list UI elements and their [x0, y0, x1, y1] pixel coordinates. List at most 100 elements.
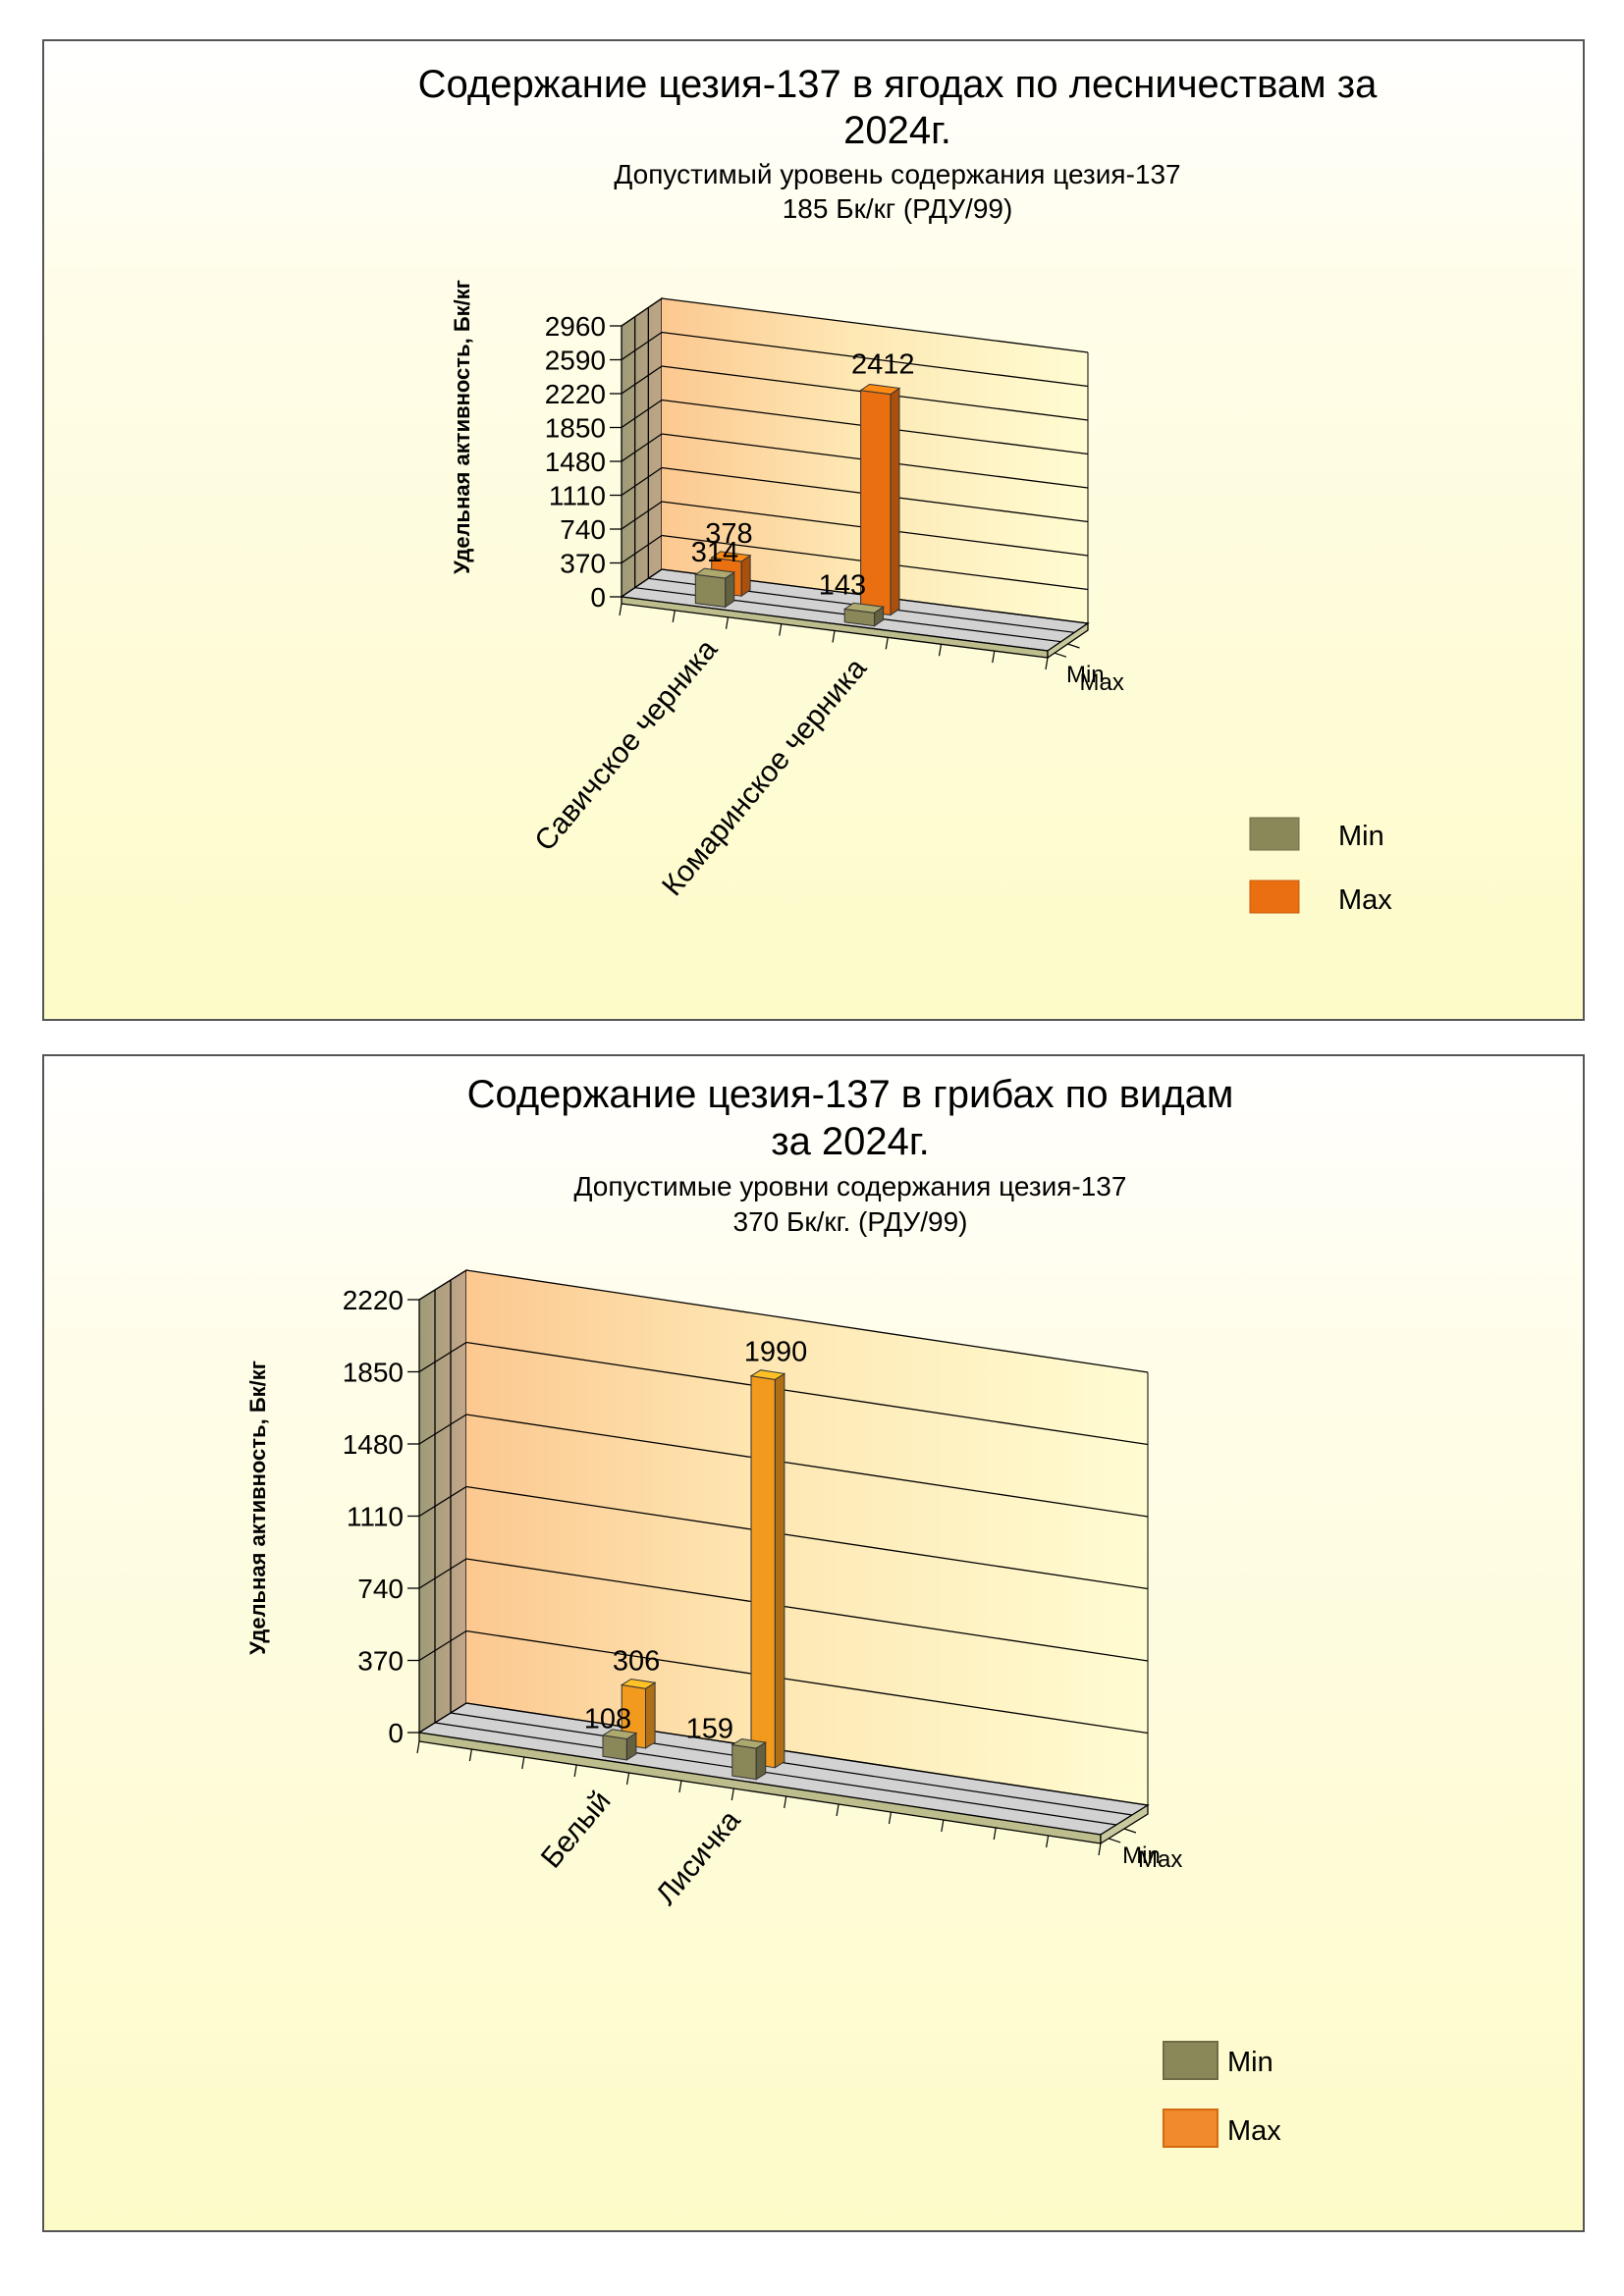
chart-panel-mushrooms: Содержание цезия-137 в грибах по видам з…	[42, 1054, 1585, 2232]
bar-min-1	[693, 567, 736, 609]
y-tick-label: 1480	[545, 447, 606, 477]
floor-row-line	[450, 1712, 1133, 1816]
y-tick-label: 370	[560, 549, 606, 579]
x-tick-mark	[573, 1764, 577, 1778]
x-tick-mark	[1045, 657, 1049, 670]
x-tick-mark	[468, 1748, 472, 1762]
data-label-max-2: 1990	[744, 1337, 808, 1368]
x-tick-mark	[993, 1827, 997, 1841]
bar-side	[645, 1682, 656, 1749]
legend-swatch-min	[1163, 2041, 1218, 2080]
x-tick-mark	[731, 1788, 734, 1801]
chart-title-line-1: Содержание цезия-137 в грибах по видам	[467, 1073, 1234, 1116]
y-tick-label: 0	[388, 1718, 404, 1748]
x-tick-mark	[1046, 1835, 1050, 1848]
data-label-max-2: 2412	[851, 349, 915, 381]
legend: Min Max	[1163, 2041, 1281, 2148]
bar-side	[890, 387, 900, 616]
bar-front	[750, 1375, 776, 1769]
x-tick-mark	[678, 1780, 682, 1793]
x-tick-mark	[938, 644, 943, 657]
bar-top	[693, 567, 736, 579]
mushrooms-chart: Содержание цезия-137 в грибах по видам з…	[245, 1073, 1281, 2148]
y-axis-title: Удельная активность, Бк/кг	[245, 1361, 270, 1655]
x-tick-mark	[888, 1811, 893, 1825]
y-tick-label: 2220	[545, 379, 606, 409]
bar-side	[740, 554, 751, 598]
depth-tick-mark	[1108, 1838, 1121, 1843]
x-tick-mark	[784, 1795, 787, 1809]
depth-label-min: Min	[1066, 662, 1105, 688]
depth-tick-mark	[1067, 643, 1080, 649]
bar-top	[731, 1737, 768, 1749]
depth-label-max: Max	[1138, 1846, 1182, 1873]
bar-max-2	[749, 1369, 786, 1769]
data-label-min-2: 143	[819, 569, 866, 601]
legend: Min Max	[1249, 817, 1392, 916]
chart-subtitle-line-2: 185 Бк/кг (РДУ/99)	[783, 193, 1013, 224]
bar-front	[731, 1743, 757, 1781]
bar-min-1	[601, 1729, 638, 1761]
chart-subtitle-line-2: 370 Бк/кг. (РДУ/99)	[733, 1206, 968, 1237]
chart-title-line-2: за 2024г.	[771, 1120, 930, 1163]
bar-top	[601, 1729, 638, 1740]
x-tick-mark	[416, 1740, 420, 1754]
y-axis-title: Удельная активность, Бк/кг	[450, 280, 474, 574]
bar-top	[710, 551, 752, 562]
bar-front	[602, 1735, 627, 1761]
bar-max-2	[859, 383, 901, 616]
category-label-2: Лисичка	[650, 1804, 747, 1911]
data-label-min-1: 108	[584, 1704, 631, 1735]
category-label-1: Белый	[535, 1785, 618, 1874]
x-tick-mark	[832, 630, 836, 643]
legend-label-min: Min	[1338, 821, 1384, 852]
x-tick-mark	[625, 1772, 630, 1786]
x-tick-mark	[941, 1819, 945, 1833]
x-tick-mark	[619, 603, 623, 616]
y-tick-label: 370	[357, 1646, 404, 1677]
y-tick-label: 1850	[343, 1358, 404, 1388]
y-tick-label: 1110	[347, 1502, 404, 1532]
x-tick-mark	[885, 637, 889, 650]
depth-label-min: Min	[1122, 1842, 1161, 1869]
berries-chart: Содержание цезия-137 в ягодах по лесниче…	[418, 63, 1393, 916]
bar-min-2	[842, 602, 885, 627]
chart-subtitle-line-1: Допустимые уровни содержания цезия-137	[574, 1171, 1127, 1201]
chart-title-line-2: 2024г.	[843, 109, 951, 152]
legend-label-min: Min	[1227, 2047, 1273, 2078]
category-label-1: Савичское черника	[528, 633, 724, 857]
y-tick-label: 2590	[545, 346, 606, 376]
x-tick-mark	[992, 651, 996, 664]
y-tick-label: 740	[560, 514, 606, 545]
depth-tick-mark	[1123, 1828, 1137, 1834]
bar-top	[842, 602, 885, 614]
y-tick-label: 2960	[545, 311, 606, 342]
legend-swatch-max	[1163, 2109, 1218, 2148]
y-tick-label: 1480	[343, 1429, 404, 1460]
chart-title-line-1: Содержание цезия-137 в ягодах по лесниче…	[418, 63, 1378, 106]
x-tick-mark	[779, 623, 783, 636]
bar-front	[694, 573, 727, 608]
y-tick-label: 0	[590, 582, 606, 613]
floor-row-line	[434, 1722, 1117, 1826]
data-label-min-2: 159	[686, 1713, 733, 1744]
x-tick-mark	[836, 1803, 839, 1817]
y-tick-label: 1850	[545, 413, 606, 444]
data-label-max-1: 306	[613, 1645, 660, 1677]
legend-swatch-min	[1249, 817, 1300, 851]
bar-top	[749, 1369, 786, 1380]
legend-label-max: Max	[1227, 2115, 1281, 2147]
y-tick-label: 740	[357, 1574, 404, 1604]
legend-swatch-max	[1249, 880, 1300, 914]
x-tick-mark	[1098, 1842, 1102, 1856]
bar-top	[620, 1678, 657, 1689]
chart-panel-berries: Содержание цезия-137 в ягодах по лесниче…	[42, 39, 1585, 1021]
bar-top	[859, 383, 901, 396]
x-tick-mark	[725, 616, 730, 629]
data-label-min-1: 314	[691, 537, 738, 568]
y-tick-label: 2220	[343, 1285, 404, 1315]
x-tick-mark	[521, 1756, 525, 1770]
bar-side	[774, 1372, 785, 1769]
